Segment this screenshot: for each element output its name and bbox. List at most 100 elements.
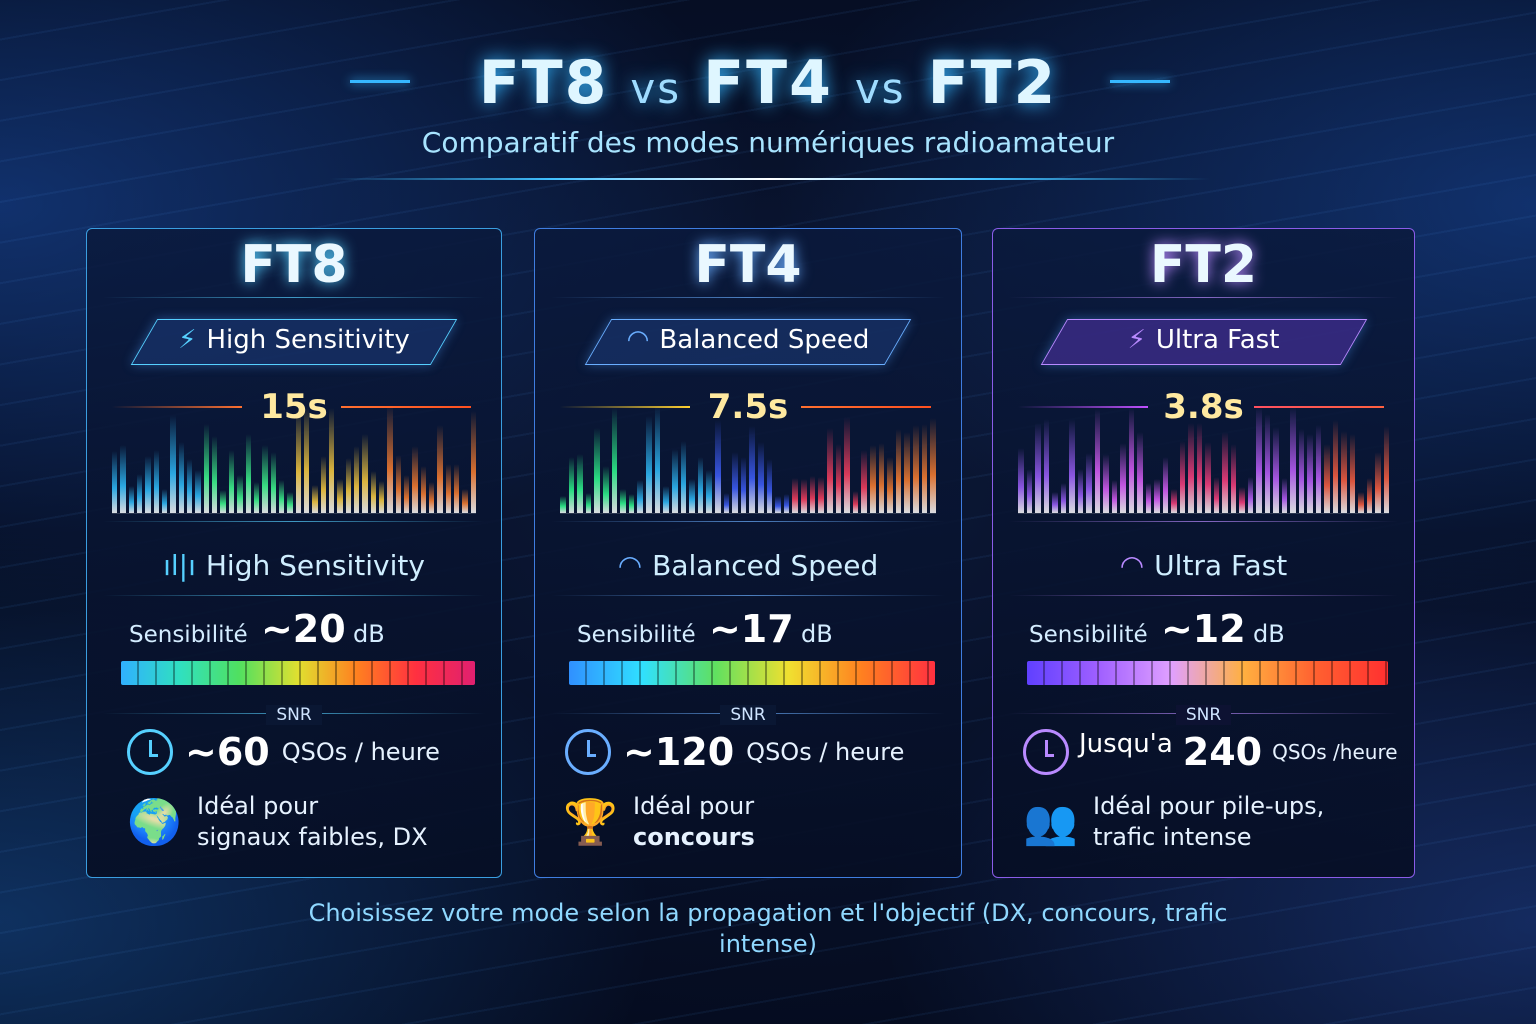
globe-icon: 🌍: [127, 797, 182, 848]
mode-name: FT2: [1149, 235, 1258, 295]
waveform-spike: [818, 477, 824, 513]
waveform-spike: [723, 492, 730, 513]
waveform-spike: [203, 424, 210, 513]
title-ft2: FT2: [927, 48, 1058, 118]
waveform-spike: [1358, 492, 1364, 513]
clock-icon: [1023, 729, 1069, 775]
waveform-spike: [689, 478, 695, 513]
waveform-spike: [585, 493, 592, 513]
waveform-spike: [663, 485, 669, 513]
qso-rate: Jusqu'a 240 QSOs /heure: [1023, 729, 1398, 775]
waveform-spike: [1375, 451, 1381, 513]
waveform-spike: [1120, 443, 1126, 513]
waveform-spike: [1171, 488, 1177, 513]
time-arrow: [560, 406, 690, 408]
sensitivity-unit: dB: [801, 620, 833, 648]
snr-text: SNR: [266, 705, 322, 725]
waveform-spike: [287, 492, 293, 513]
qso-unit: QSOs / heure: [281, 738, 440, 766]
feature: ◠ Balanced Speed: [535, 549, 961, 582]
snr-text: SNR: [1175, 705, 1232, 725]
title-accent-line: [350, 80, 410, 83]
waveform-spike: [1035, 422, 1041, 513]
cycle-time: 15s: [260, 387, 328, 427]
snr-bar: [121, 661, 475, 685]
qso-unit: QSOs /heure: [1272, 740, 1398, 764]
ideal-line2: signaux faibles, DX: [197, 823, 428, 851]
waveform-spike: [1052, 492, 1058, 513]
waveform-spike: [220, 489, 226, 513]
title-ft8: FT8: [478, 48, 609, 118]
waveform-spike: [337, 479, 343, 513]
waveform-spike: [869, 445, 876, 513]
waveform-spike: [1154, 478, 1160, 513]
lightning-icon: ⚡: [178, 325, 197, 355]
snr-label: SNR: [993, 705, 1414, 725]
waveform-spike: [603, 466, 609, 513]
waveform-spike: [861, 450, 867, 513]
mode-name: FT8: [240, 235, 348, 295]
waveform-spike: [1111, 479, 1117, 513]
waveform-spike: [1290, 406, 1296, 513]
waveform-spike: [1222, 431, 1228, 513]
waveform-spike: [1307, 433, 1313, 513]
title-ft4: FT4: [703, 48, 833, 118]
time-arrow: [341, 406, 471, 408]
ideal-use: 🏆 Idéal pour concours: [563, 791, 755, 853]
mode-badge: ⚡ Ultra Fast: [993, 325, 1414, 355]
divider: [551, 521, 945, 522]
waveform-spike: [749, 425, 756, 513]
waveform-spike: [395, 455, 402, 513]
waveform-spike: [178, 442, 185, 513]
trophy-icon: 🏆: [563, 797, 618, 848]
page-subtitle: Comparatif des modes numériques radioama…: [421, 126, 1115, 159]
waveform: [560, 404, 936, 514]
waveform-spike: [620, 488, 626, 513]
waveform-spike: [437, 425, 443, 513]
time-arrow: [112, 406, 242, 408]
waveform-spike: [1315, 425, 1321, 513]
waveform-spike: [835, 443, 842, 513]
waveform-spike: [195, 470, 201, 513]
divider: [103, 297, 485, 298]
qso-prefix: Jusqu'a: [1079, 729, 1173, 759]
waveform-spike: [303, 406, 310, 513]
ideal-line2: concours: [633, 823, 755, 851]
waveform-spike: [245, 434, 251, 513]
waveform-spike: [912, 424, 919, 513]
waveform-spike: [740, 457, 747, 513]
waveform-spike: [1298, 429, 1304, 513]
waveform-spike: [783, 493, 790, 513]
snr-bar: [1027, 661, 1388, 685]
waveform-spike: [270, 451, 276, 513]
signal-icon: ıl|ı: [163, 549, 196, 582]
waveform-spike: [560, 495, 566, 513]
waveform-spike: [1247, 477, 1253, 513]
waveform-spike: [852, 490, 859, 513]
waveform-spike: [1162, 457, 1168, 513]
waveform-spike: [1281, 477, 1287, 513]
waveform-spike: [262, 444, 268, 513]
waveform-spike: [162, 489, 168, 513]
waveform-spike: [680, 441, 687, 513]
divider: [1009, 297, 1398, 298]
ideal-line1: Idéal pour: [633, 792, 755, 820]
qso-value: ~120: [623, 730, 735, 774]
divider: [1009, 595, 1398, 596]
waveform-spike: [826, 427, 833, 513]
gauge-icon: ◠: [626, 325, 650, 355]
waveform-spike: [445, 464, 452, 513]
waveform-spike: [1230, 443, 1236, 513]
waveform-spike: [1026, 469, 1032, 513]
snr-label: SNR: [87, 705, 501, 725]
waveform-spike: [120, 444, 126, 513]
ideal-use: 🌍 Idéal pour signaux faibles, DX: [127, 791, 428, 853]
lightning-icon: ⚡: [1127, 325, 1146, 355]
waveform-spike: [470, 410, 477, 513]
waveform-spike: [1324, 444, 1330, 513]
sensitivity: Sensibilité ~20 dB: [129, 607, 385, 651]
divider: [551, 297, 945, 298]
waveform-spike: [930, 418, 936, 513]
divider: [103, 595, 485, 596]
waveform-spike: [706, 469, 712, 513]
